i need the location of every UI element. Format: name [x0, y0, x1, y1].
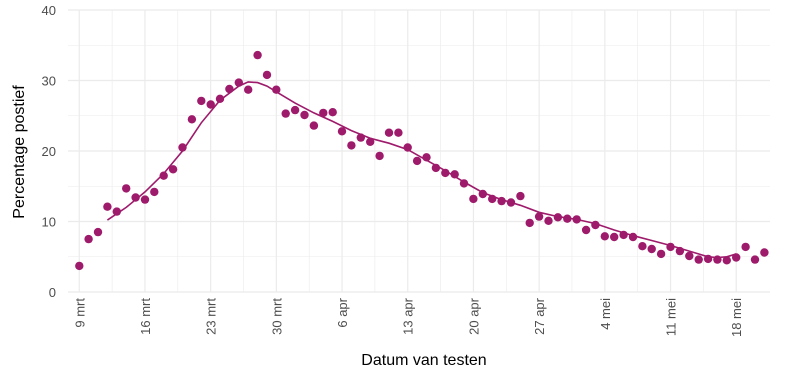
x-tick-label: 18 mei [729, 298, 744, 337]
data-point [506, 198, 516, 207]
data-point [234, 78, 243, 87]
data-point [375, 151, 384, 161]
x-axis-title: Datum van testen [361, 352, 486, 369]
data-points [75, 50, 769, 271]
data-point [366, 137, 375, 146]
data-point [253, 50, 262, 60]
data-point [703, 254, 713, 264]
trend-line [106, 81, 737, 259]
x-axis-ticks: 9 mrt 16 mrt 23 mrt 30 mrt 6 apr 13 apr 20 apr… [72, 297, 744, 337]
data-point [675, 246, 685, 256]
data-point [741, 242, 750, 252]
data-point [150, 187, 159, 197]
data-point [422, 153, 431, 162]
data-point [300, 110, 309, 120]
data-point [75, 261, 84, 271]
data-point [328, 108, 337, 117]
x-tick-label: 30 mrt [269, 298, 284, 335]
x-tick-label: 9 mrt [72, 298, 87, 328]
data-point [93, 227, 103, 237]
data-point [694, 255, 703, 264]
y-axis-ticks: 0 10 20 30 40 [42, 3, 56, 300]
data-point [159, 171, 168, 180]
data-point [103, 202, 112, 211]
data-point [553, 213, 563, 222]
data-point [563, 214, 572, 223]
data-point [610, 232, 619, 242]
data-point [112, 207, 122, 216]
data-point [225, 84, 234, 94]
data-point [459, 179, 469, 188]
data-point [600, 232, 609, 241]
data-point [525, 218, 534, 228]
data-point [488, 194, 497, 204]
x-tick-label: 6 apr [335, 297, 350, 327]
x-tick-label: 20 apr [466, 297, 481, 335]
data-point [84, 234, 93, 244]
data-point [544, 216, 553, 225]
data-point [168, 165, 178, 174]
data-point [534, 212, 544, 221]
data-point [131, 193, 140, 202]
data-point [478, 189, 487, 199]
data-point [384, 128, 394, 137]
data-point [290, 105, 300, 115]
data-point [197, 96, 206, 106]
data-point [412, 156, 422, 166]
y-tick-label: 20 [42, 144, 56, 159]
data-point [469, 194, 478, 204]
y-tick-label: 10 [42, 215, 56, 230]
data-point [497, 196, 506, 206]
data-point [516, 191, 525, 201]
data-point [122, 184, 131, 193]
data-point [206, 100, 215, 109]
data-point [581, 225, 591, 235]
data-point [619, 230, 628, 240]
data-point [272, 85, 281, 94]
data-point [656, 249, 666, 259]
y-tick-label: 30 [42, 74, 56, 89]
y-tick-label: 40 [42, 3, 56, 18]
data-point [319, 108, 328, 118]
gridlines [68, 9, 770, 293]
data-point [309, 121, 319, 130]
data-point [441, 168, 450, 178]
data-point [638, 242, 647, 251]
x-tick-label: 27 apr [532, 297, 547, 335]
x-tick-label: 23 mrt [204, 298, 219, 335]
data-point [628, 232, 638, 242]
data-point [215, 94, 225, 104]
data-point [244, 85, 253, 94]
data-point [572, 215, 581, 224]
x-tick-label: 4 mei [598, 298, 613, 330]
data-point [666, 242, 675, 252]
data-point [178, 143, 187, 152]
data-point [356, 133, 365, 142]
data-point [140, 195, 150, 204]
x-tick-label: 13 apr [401, 297, 416, 335]
data-point [431, 163, 441, 173]
data-point [713, 255, 722, 264]
y-tick-label: 0 [49, 285, 56, 300]
data-point [337, 127, 347, 136]
data-point [647, 244, 656, 254]
data-point [262, 70, 272, 80]
data-point [281, 109, 290, 118]
data-point [722, 256, 731, 265]
data-point [732, 253, 741, 262]
y-axis-title: Percentage postief [11, 85, 28, 219]
data-point [450, 170, 459, 179]
data-point [685, 251, 694, 261]
x-tick-label: 16 mrt [138, 298, 153, 335]
x-tick-label: 11 mei [664, 298, 679, 336]
data-point [760, 248, 769, 257]
data-point [394, 128, 403, 137]
data-point [591, 220, 600, 230]
data-point [750, 255, 760, 264]
data-point [187, 115, 197, 124]
data-point [347, 141, 356, 150]
data-point [403, 143, 412, 152]
